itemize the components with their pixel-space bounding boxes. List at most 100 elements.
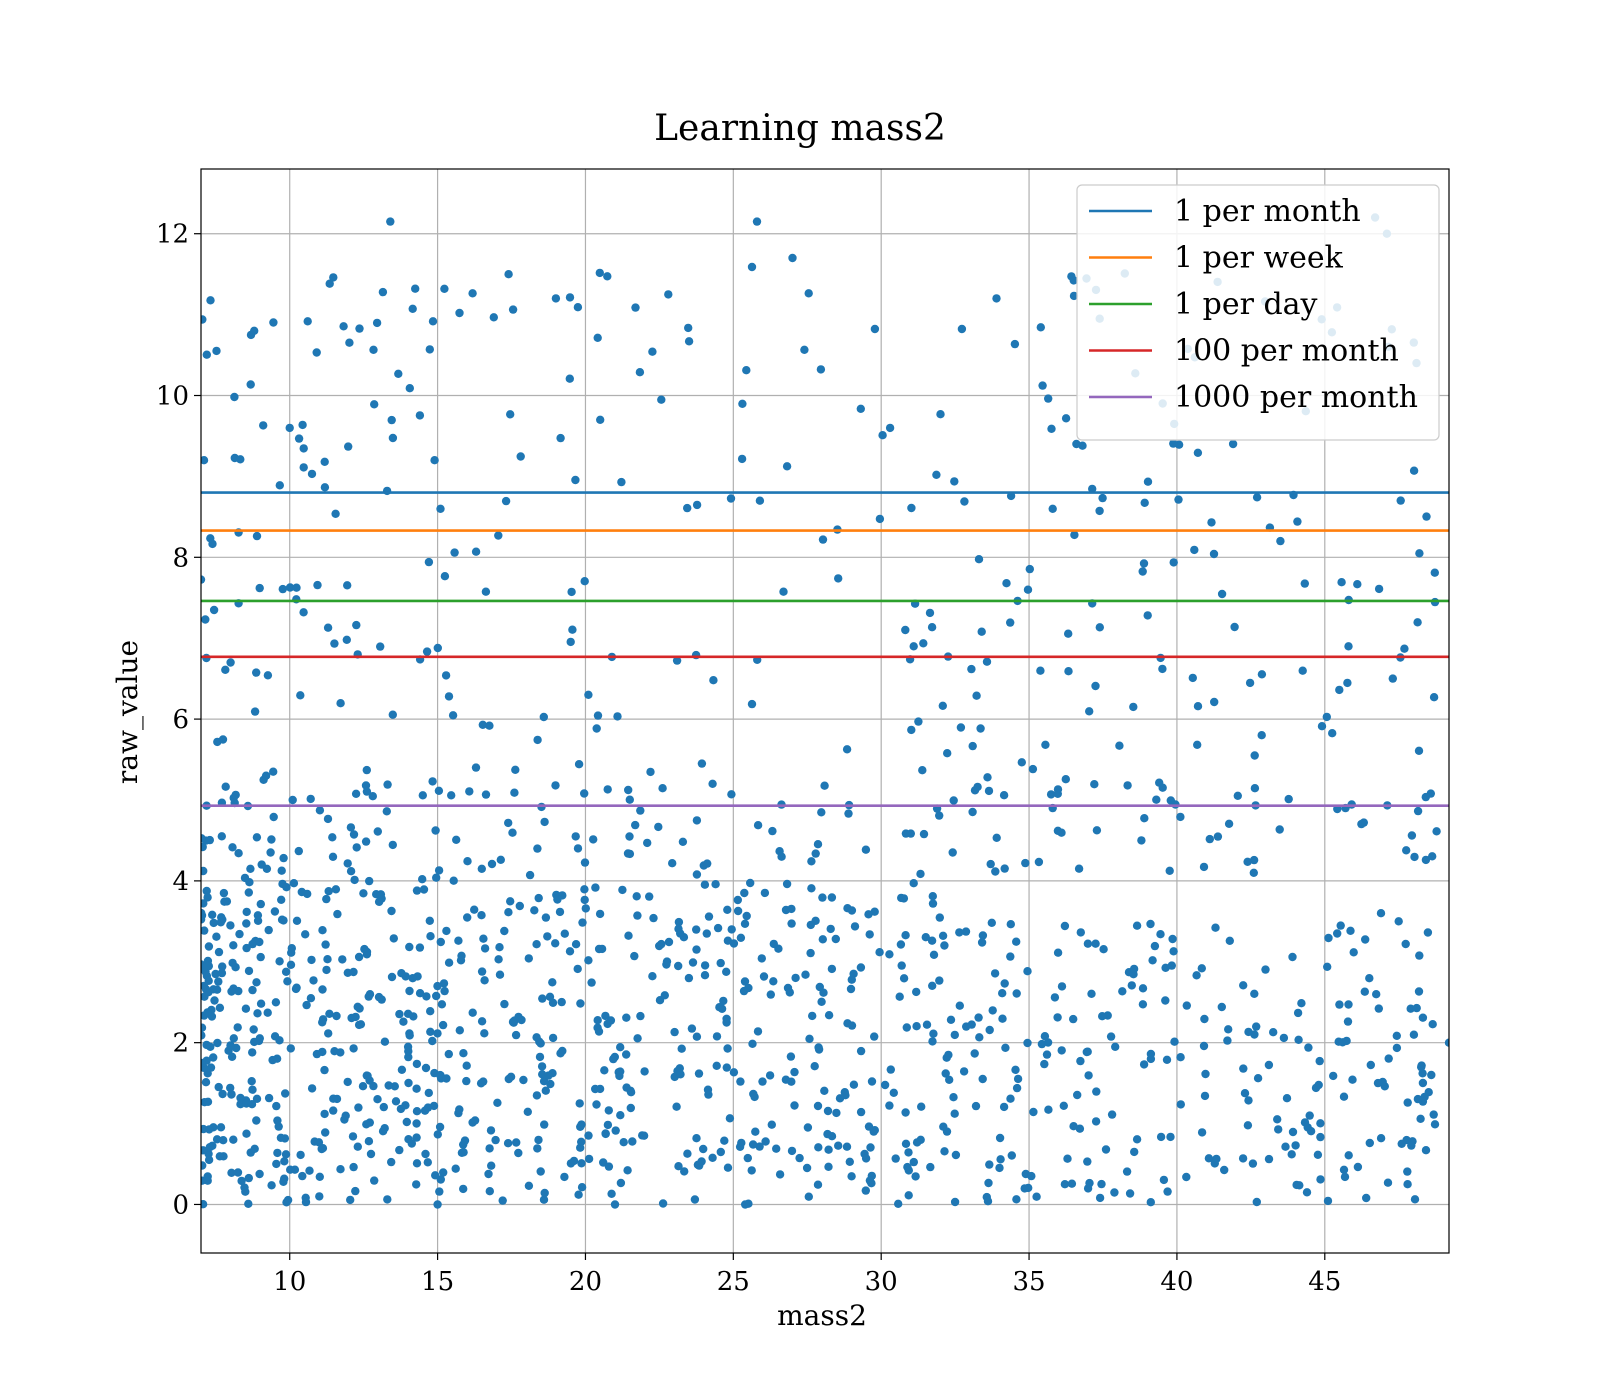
- scatter-point: [699, 1144, 708, 1154]
- scatter-point: [1138, 984, 1148, 993]
- scatter-point: [631, 820, 640, 830]
- scatter-point: [1070, 530, 1079, 540]
- scatter-point: [985, 1025, 994, 1035]
- scatter-point: [648, 347, 657, 356]
- scatter-point: [435, 1070, 445, 1080]
- scatter-point: [408, 974, 417, 983]
- scatter-point: [495, 970, 505, 979]
- scatter-point: [538, 994, 547, 1003]
- scatter-point: [726, 494, 736, 503]
- scatter-point: [1166, 796, 1176, 805]
- scatter-point: [1365, 974, 1374, 983]
- legend-label: 1 per week: [1174, 241, 1344, 276]
- scatter-point: [534, 1135, 543, 1145]
- scatter-point: [581, 904, 590, 913]
- scatter-point: [1291, 1141, 1300, 1150]
- scatter-point: [247, 1077, 256, 1086]
- scatter-point: [1118, 987, 1127, 996]
- scatter-point: [814, 1043, 823, 1052]
- scatter-point: [299, 444, 308, 453]
- scatter-point: [1138, 567, 1147, 576]
- scatter-point: [543, 932, 552, 941]
- scatter-point: [787, 1146, 797, 1156]
- scatter-point: [422, 992, 431, 1001]
- scatter-point: [298, 1171, 307, 1181]
- scatter-point: [1294, 1035, 1303, 1045]
- scatter-point: [292, 916, 302, 925]
- scatter-point: [397, 1065, 407, 1075]
- scatter-point: [209, 1053, 218, 1062]
- scatter-point: [320, 1109, 329, 1119]
- scatter-point: [935, 976, 944, 985]
- scatter-point: [444, 692, 454, 701]
- scatter-point: [1344, 1151, 1353, 1160]
- scatter-point: [201, 1031, 206, 1040]
- scatter-point: [1067, 272, 1076, 281]
- scatter-point: [395, 1009, 404, 1019]
- scatter-point: [349, 967, 358, 977]
- scatter-point: [624, 931, 633, 940]
- scatter-point: [753, 821, 763, 830]
- scatter-point: [1182, 1172, 1191, 1182]
- scatter-point: [831, 934, 840, 944]
- scatter-point: [201, 315, 207, 324]
- scatter-point: [1092, 826, 1102, 835]
- scatter-point: [272, 1101, 281, 1111]
- scatter-point: [376, 642, 385, 651]
- scatter-point: [369, 345, 378, 354]
- scatter-point: [769, 939, 778, 949]
- scatter-point: [231, 790, 240, 800]
- scatter-point: [991, 867, 1000, 876]
- scatter-point: [709, 676, 718, 685]
- scatter-point: [902, 1023, 911, 1032]
- scatter-point: [909, 879, 918, 888]
- scatter-point: [444, 1049, 453, 1059]
- scatter-point: [349, 1044, 358, 1053]
- scatter-point: [539, 1195, 549, 1204]
- scatter-point: [519, 1075, 528, 1085]
- scatter-point: [362, 1071, 371, 1080]
- scatter-point: [501, 496, 511, 506]
- scatter-point: [1061, 775, 1071, 784]
- scatter-point: [992, 294, 1001, 303]
- scatter-point: [625, 832, 634, 841]
- scatter-point: [896, 940, 906, 949]
- scatter-point: [917, 1102, 926, 1111]
- scatter-point: [1220, 1165, 1229, 1175]
- scatter-point: [201, 1200, 208, 1209]
- scatter-point: [752, 217, 762, 226]
- scatter-point: [383, 780, 392, 789]
- scatter-point: [544, 1071, 553, 1080]
- scatter-point: [574, 760, 584, 769]
- scatter-point: [433, 1029, 442, 1038]
- scatter-point: [1360, 987, 1370, 996]
- scatter-point: [1388, 674, 1398, 683]
- scatter-point: [1048, 504, 1057, 513]
- scatter-point: [548, 1033, 558, 1043]
- scatter-point: [949, 796, 958, 805]
- scatter-point: [1107, 1110, 1117, 1119]
- scatter-point: [672, 1102, 681, 1111]
- scatter-point: [1040, 1032, 1050, 1041]
- scatter-point: [209, 605, 219, 615]
- scatter-point: [1099, 945, 1108, 954]
- scatter-point: [623, 849, 633, 858]
- scatter-point: [241, 1004, 251, 1013]
- y-tick-label: 12: [156, 220, 189, 250]
- scatter-point: [1240, 1089, 1250, 1098]
- scatter-point: [203, 893, 212, 902]
- scatter-point: [302, 1000, 311, 1010]
- scatter-point: [1174, 495, 1183, 504]
- scatter-point: [1161, 996, 1170, 1005]
- scatter-point: [329, 273, 338, 282]
- scatter-point: [227, 1090, 236, 1099]
- scatter-point: [228, 958, 237, 968]
- scatter-point: [748, 1039, 757, 1049]
- scatter-point: [508, 305, 518, 314]
- scatter-point: [455, 1105, 464, 1114]
- scatter-point: [476, 1079, 486, 1088]
- scatter-point: [209, 918, 218, 928]
- scatter-point: [1166, 1132, 1175, 1142]
- scatter-point: [524, 1181, 534, 1191]
